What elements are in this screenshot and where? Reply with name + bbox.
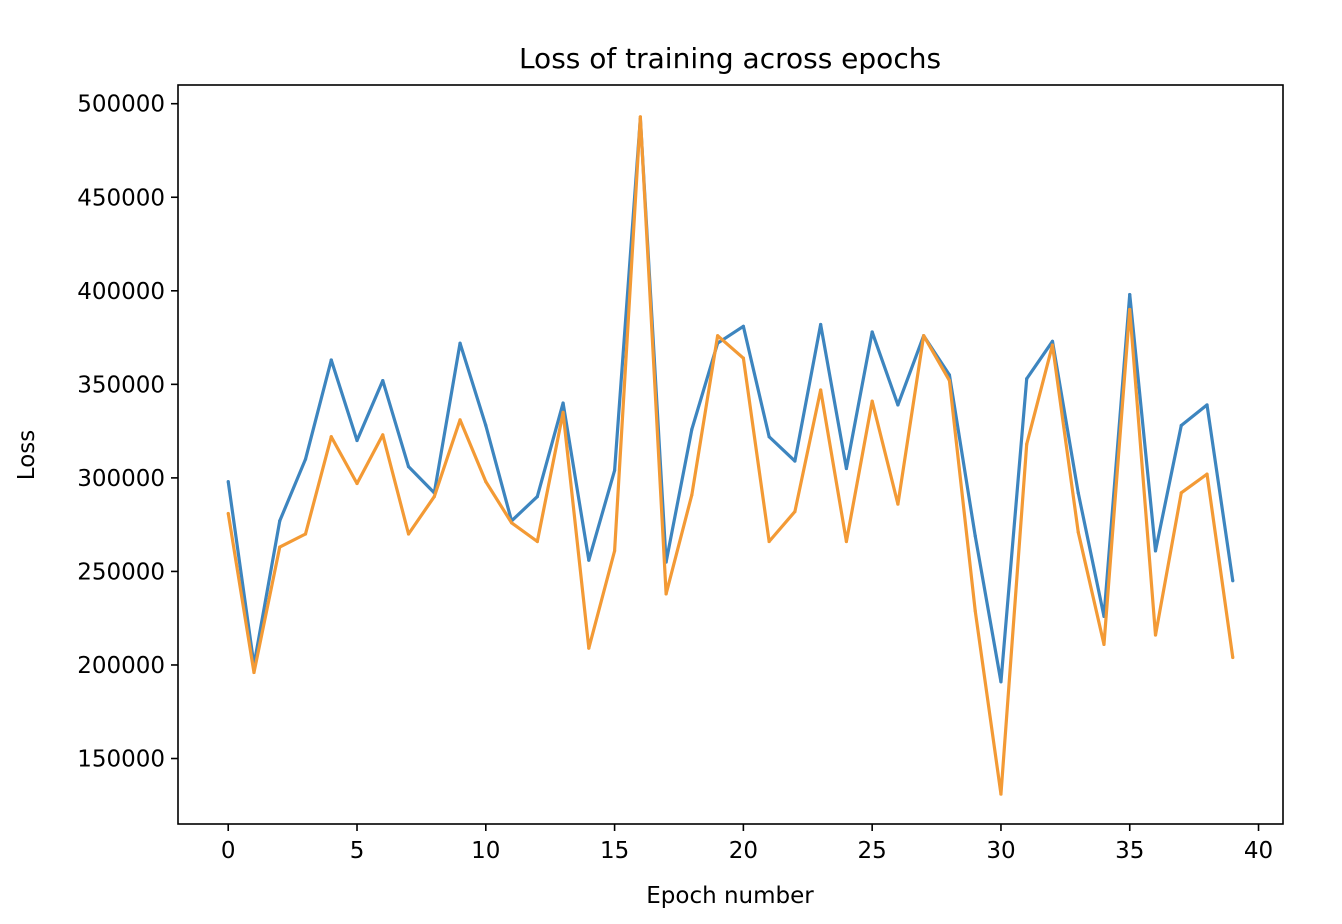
- series-1-point: [535, 494, 539, 499]
- series-2-point: [922, 334, 926, 338]
- x-tick-label: 35: [1115, 838, 1144, 864]
- series-2-point: [1050, 343, 1055, 347]
- x-tick-label: 10: [471, 838, 500, 864]
- series-2-point: [947, 379, 952, 383]
- series-1-point: [458, 341, 462, 345]
- series-2-point: [690, 493, 694, 497]
- series-2-point: [329, 435, 333, 439]
- series-2-point: [535, 539, 539, 544]
- series-1-point: [947, 373, 952, 377]
- series-1-point: [226, 480, 230, 484]
- series-2-point: [741, 356, 745, 360]
- series-1-point: [1231, 579, 1235, 583]
- series-2-point: [1179, 491, 1183, 495]
- series-1-point: [741, 324, 745, 328]
- series-1-point: [355, 438, 359, 443]
- y-axis-title: Loss: [14, 430, 40, 480]
- series-2-point: [1231, 655, 1235, 660]
- series-1-point: [484, 423, 488, 428]
- series-1-point: [973, 534, 977, 538]
- x-tick-label: 40: [1244, 838, 1273, 864]
- series-2-point: [638, 115, 642, 119]
- series-2-point: [278, 545, 282, 549]
- series-1-point: [1179, 423, 1183, 428]
- series-2-point: [509, 521, 514, 525]
- series-2-point: [1025, 442, 1029, 446]
- series-2-point: [381, 433, 385, 437]
- series-1-point: [329, 358, 333, 362]
- chart-title: Loss of training across epochs: [519, 42, 941, 75]
- y-tick-label: 300000: [77, 466, 165, 492]
- x-tick-label: 0: [221, 838, 236, 864]
- y-tick-label: 350000: [77, 372, 165, 398]
- x-axis-title: Epoch number: [646, 883, 814, 909]
- x-axis-ticks: 0 5 10 15 20 25 30 35 40: [221, 824, 1273, 864]
- series-1-point: [612, 468, 617, 472]
- series-2-point: [303, 532, 308, 536]
- x-tick-label: 20: [729, 838, 758, 864]
- plot-frame: [177, 84, 1284, 825]
- x-tick-label: 30: [986, 838, 1015, 864]
- y-tick-label: 450000: [77, 185, 165, 211]
- series-2-point: [226, 511, 230, 516]
- series-1-point: [767, 435, 771, 439]
- series-2-point: [458, 418, 462, 422]
- y-tick-label: 400000: [77, 279, 165, 305]
- y-tick-label: 500000: [77, 92, 165, 118]
- series-2-point: [432, 494, 436, 499]
- series-1-point: [690, 427, 694, 431]
- series-line-2: [226, 115, 1235, 796]
- series-2-point: [1205, 472, 1209, 476]
- series-2-point: [1076, 530, 1080, 534]
- series-2-point: [252, 670, 256, 675]
- series-1-point: [381, 379, 385, 383]
- x-tick-label: 15: [600, 838, 629, 864]
- series-2-point: [484, 480, 488, 484]
- series-1-point: [870, 330, 874, 334]
- series-layer: [226, 115, 1235, 796]
- series-2-point: [587, 646, 591, 650]
- y-axis-ticks: 150000 200000 250000 300000 350000 400000 4500…: [77, 92, 178, 773]
- series-2-point: [973, 609, 977, 613]
- series-1-point: [793, 459, 797, 463]
- series-2-point: [1102, 642, 1106, 646]
- y-tick-label: 200000: [77, 653, 165, 679]
- y-tick-label: 150000: [77, 747, 165, 773]
- series-1-point: [406, 465, 411, 469]
- series-2-point: [999, 792, 1003, 796]
- series-2-point: [664, 592, 668, 596]
- series-1-point: [303, 457, 308, 461]
- series-1-point: [1153, 549, 1158, 553]
- series-1-point: [1205, 403, 1209, 407]
- series-line-1: [226, 117, 1235, 684]
- series-1-point: [844, 466, 849, 471]
- series-1-point: [1076, 491, 1080, 495]
- series-2-point: [844, 539, 849, 544]
- y-tick-label: 250000: [77, 559, 165, 585]
- series-2-point: [896, 502, 900, 506]
- series-2-point: [612, 549, 617, 553]
- x-tick-label: 25: [858, 838, 887, 864]
- x-tick-label: 5: [350, 838, 365, 864]
- series-2-point: [406, 532, 411, 536]
- series-1-point: [1025, 377, 1029, 381]
- series-2-point: [767, 539, 771, 544]
- series-2-point: [355, 481, 359, 486]
- series-1-point: [999, 680, 1003, 684]
- series-2-point: [561, 410, 565, 415]
- series-2-point: [819, 388, 823, 392]
- series-2-point: [1128, 307, 1132, 312]
- series-1-point: [587, 558, 591, 562]
- series-2-point: [870, 399, 874, 403]
- series-1-point: [278, 519, 282, 523]
- series-1-point: [561, 401, 565, 405]
- series-2-point: [716, 334, 720, 338]
- series-1-point: [1128, 292, 1132, 297]
- series-2-point: [793, 509, 797, 514]
- series-1-point: [819, 322, 823, 327]
- series-1-point: [896, 403, 900, 407]
- series-1-point: [1050, 339, 1055, 343]
- series-2-point: [1153, 633, 1158, 637]
